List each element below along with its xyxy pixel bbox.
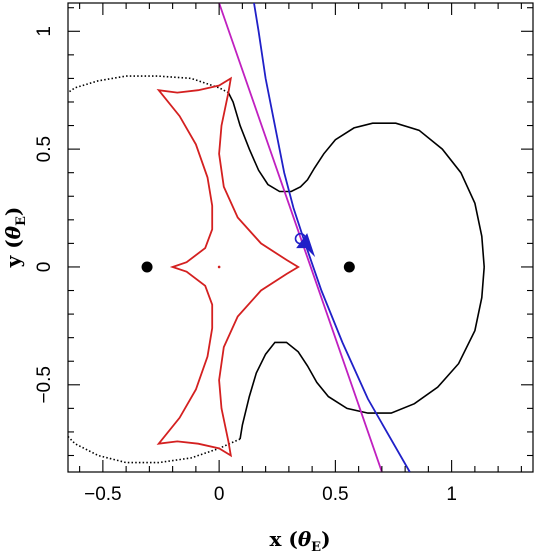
lens-point-1 [141, 261, 153, 273]
ticks [68, 3, 533, 472]
x-axis-title: x (θE) [269, 527, 330, 555]
tick-labels: −0.5 0 0.5 1 −0.5 0 0.5 1 [34, 26, 457, 505]
y-tick-label: −0.5 [34, 366, 55, 404]
critical-curve-outer-bottom [68, 436, 241, 464]
critical-curve-upper-lobe [227, 92, 485, 268]
x-tick-label: 0 [214, 484, 225, 505]
plot-frame [67, 2, 534, 473]
caustic-dot [217, 265, 221, 269]
critical-curve-lower-lobe [239, 266, 485, 440]
x-tick-label: 1 [446, 484, 457, 505]
y-tick-label: 1 [34, 26, 55, 37]
trajectory-line-1 [218, 3, 383, 472]
caustic-curve [156, 76, 300, 458]
y-tick-label: 0 [34, 262, 55, 273]
trajectory-line-2 [253, 3, 411, 472]
critical-curve-outer-top [68, 75, 229, 94]
y-axis-title: y (θE) [1, 207, 29, 269]
data-layer [68, 3, 485, 472]
y-tick-label: 0.5 [34, 136, 55, 162]
x-tick-label: 0.5 [322, 484, 348, 505]
lens-point-2 [343, 261, 355, 273]
x-tick-label: −0.5 [84, 484, 122, 505]
direction-arrow [296, 233, 316, 258]
